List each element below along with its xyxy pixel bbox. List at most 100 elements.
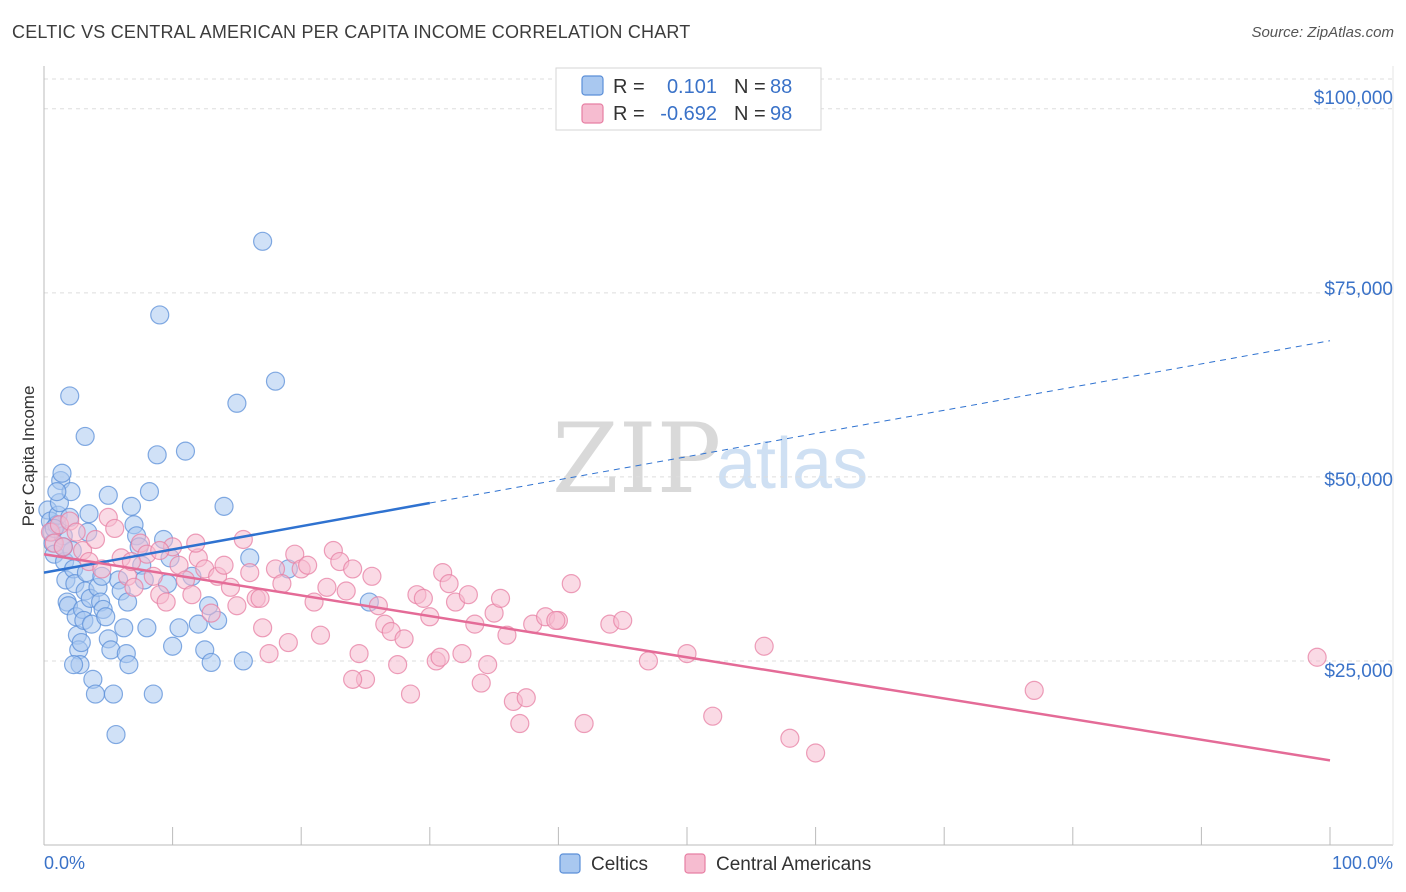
point-central-americans-51 [362,566,382,586]
point-celtics-45 [114,618,134,638]
y-tick-label-25000: $25,000 [1324,661,1393,682]
point-central-americans-89 [1024,680,1044,701]
chart-source: Source: ZipAtlas.com [1251,24,1394,41]
point-central-americans-23 [182,585,202,605]
point-central-americans-68 [471,673,491,693]
bottom-legend-swatch-celtics [559,853,581,874]
legend-r-label-1: R = [613,76,645,98]
point-celtics-69 [214,496,234,516]
point-central-americans-29 [220,577,241,597]
point-central-americans-26 [201,603,221,623]
point-central-americans-43 [310,625,331,645]
legend-swatch-celtics [581,75,604,96]
point-central-americans-91 [343,669,363,689]
point-central-americans-11 [105,518,125,539]
point-central-americans-3 [53,537,73,557]
axes [43,66,1394,846]
point-celtics-42 [106,724,126,745]
point-central-americans-94 [250,588,270,608]
legend-n-label-1: N = [734,76,766,98]
point-central-americans-66 [458,585,478,605]
point-central-americans-69 [478,655,498,675]
point-celtics-63 [175,441,196,461]
stats-legend: R = 0.101 N = 88 R = -0.692 N = 98 [555,67,822,131]
point-central-americans-35 [259,643,279,664]
point-central-americans-31 [233,529,253,550]
point-central-americans-56 [394,629,414,649]
legend-swatch-central-americans [581,103,604,124]
point-central-americans-72 [497,625,517,645]
point-central-americans-5 [66,522,86,542]
point-central-americans-28 [214,555,234,575]
point-central-americans-90 [1307,647,1327,667]
point-celtics-74 [265,371,286,391]
point-central-americans-95 [430,647,450,667]
point-central-americans-84 [677,643,697,664]
point-central-americans-83 [638,651,659,671]
point-central-americans-86 [754,636,774,656]
point-celtics-55 [139,482,160,502]
point-celtics-78 [47,482,67,502]
point-central-americans-34 [253,618,273,638]
point-central-americans-30 [227,596,247,616]
chart-title: CELTIC VS CENTRAL AMERICAN PER CAPITA IN… [12,22,691,42]
point-central-americans-85 [703,706,723,726]
series-central-americans-points [40,507,1327,763]
point-celtics-54 [137,618,157,638]
point-celtics-65 [188,614,208,634]
point-celtics-62 [169,618,189,638]
point-central-americans-14 [124,577,144,597]
legend-r-value-1: 0.101 [667,76,717,98]
point-central-americans-19 [156,592,176,612]
watermark-atlas: atlas [716,424,868,504]
trend-line-central-americans [43,552,1331,762]
point-central-americans-59 [413,588,433,608]
point-celtics-24 [71,632,91,653]
point-central-americans-63 [439,574,459,594]
point-celtics-77 [60,386,80,406]
point-central-americans-38 [278,632,298,653]
series-celtics-points [38,231,379,745]
point-celtics-58 [150,305,170,325]
point-central-americans-57 [400,684,421,704]
y-tick-label-75000: $75,000 [1324,279,1393,300]
point-central-americans-32 [240,563,260,583]
bottom-legend-celtics: Celtics [591,854,648,875]
point-central-americans-80 [574,713,594,734]
legend-n-value-1: 88 [770,76,792,98]
point-central-americans-8 [85,529,106,550]
watermark-zip: ZIP [552,403,721,515]
x-tick-label-min: 0.0% [44,853,85,873]
point-celtics-34 [85,684,106,704]
y-tick-label-50000: $50,000 [1324,470,1393,491]
series-legend: Celtics Central Americans [559,853,871,875]
point-celtics-30 [79,504,99,524]
point-central-americans-47 [336,581,356,601]
point-celtics-86 [63,655,84,675]
point-celtics-9 [52,463,72,483]
point-central-americans-96 [546,610,566,631]
legend-n-label-2: N = [734,103,766,125]
point-celtics-76 [75,426,95,447]
trend-lines [43,340,1331,762]
point-celtics-57 [147,445,167,465]
y-tick-label-100000: $100,000 [1314,88,1393,109]
point-central-americans-55 [388,655,408,675]
point-celtics-48 [121,496,142,516]
point-central-americans-87 [780,728,800,748]
point-central-americans-71 [490,588,511,608]
point-celtics-56 [143,684,163,704]
point-celtics-47 [119,655,139,675]
point-central-americans-75 [516,688,536,708]
trend-line-celtics-solid [43,501,431,574]
point-central-americans-49 [349,643,369,664]
point-central-americans-79 [561,574,581,594]
point-central-americans-37 [272,574,292,594]
point-celtics-38 [96,607,116,627]
point-celtics-61 [163,636,183,656]
point-central-americans-65 [452,643,472,664]
legend-n-value-2: 98 [770,103,792,125]
point-celtics-73 [253,231,273,251]
point-central-americans-41 [298,555,318,575]
point-celtics-87 [98,485,118,505]
